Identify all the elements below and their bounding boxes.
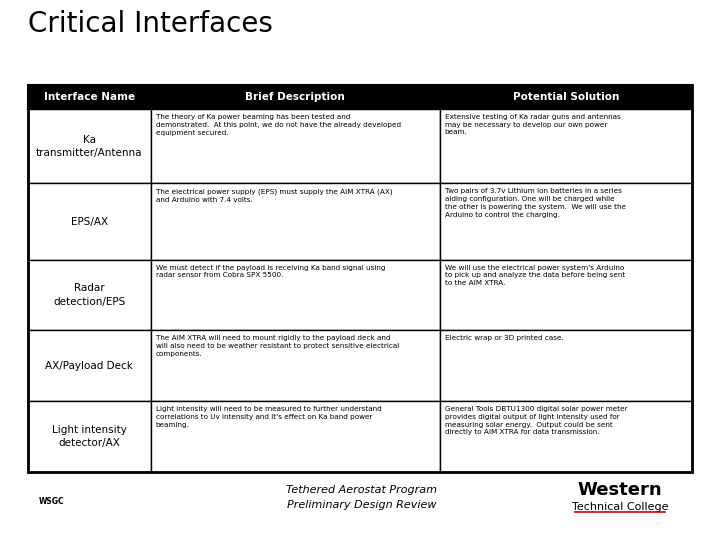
Text: We will use the electrical power system's Arduino
to pick up and analyze the dat: We will use the electrical power system'… — [445, 265, 625, 286]
Text: Ka
transmitter/Antenna: Ka transmitter/Antenna — [36, 134, 143, 158]
Text: Critical Interfaces: Critical Interfaces — [28, 10, 273, 38]
Bar — [151, 330, 440, 401]
Text: Extensive testing of Ka radar guns and antennas
may be necessary to develop our : Extensive testing of Ka radar guns and a… — [445, 114, 621, 136]
Bar — [440, 260, 692, 330]
Bar — [28, 260, 151, 330]
Bar — [28, 184, 151, 260]
Text: We must detect if the payload is receiving Ka band signal using
radar sensor fro: We must detect if the payload is receivi… — [156, 265, 385, 279]
Text: AX/Payload Deck: AX/Payload Deck — [45, 361, 133, 371]
Text: General Tools DBTU1300 digital solar power meter
provides digital output of ligh: General Tools DBTU1300 digital solar pow… — [445, 406, 627, 435]
Text: The electrical power supply (EPS) must supply the AIM XTRA (AX)
and Arduino with: The electrical power supply (EPS) must s… — [156, 188, 392, 202]
Bar — [440, 184, 692, 260]
Bar — [440, 330, 692, 401]
Bar — [440, 109, 692, 184]
Bar — [28, 85, 692, 109]
Text: Western: Western — [577, 481, 662, 499]
Text: Preliminary Design Review: Preliminary Design Review — [287, 500, 437, 510]
Text: Light intensity
detector/AX: Light intensity detector/AX — [52, 425, 127, 448]
Text: Two pairs of 3.7v Lithium Ion batteries in a series
aiding configuration. One wi: Two pairs of 3.7v Lithium Ion batteries … — [445, 188, 626, 218]
Text: EPS/AX: EPS/AX — [71, 217, 108, 226]
Bar — [28, 109, 151, 184]
Bar — [151, 184, 440, 260]
Bar — [440, 401, 692, 472]
Text: Interface Name: Interface Name — [44, 92, 135, 102]
Text: Potential Solution: Potential Solution — [513, 92, 619, 102]
Text: The AIM XTRA will need to mount rigidly to the payload deck and
will also need t: The AIM XTRA will need to mount rigidly … — [156, 335, 399, 357]
Text: Tethered Aerostat Program: Tethered Aerostat Program — [287, 485, 438, 495]
Bar — [151, 109, 440, 184]
Bar — [151, 260, 440, 330]
Text: WSGC: WSGC — [39, 497, 65, 507]
Bar — [28, 401, 151, 472]
Text: Brief Description: Brief Description — [246, 92, 345, 102]
Text: Technical College: Technical College — [572, 502, 668, 512]
Text: Radar
detection/EPS: Radar detection/EPS — [53, 284, 125, 307]
Bar — [28, 85, 692, 472]
Bar — [28, 330, 151, 401]
Text: Light intensity will need to be measured to further understand
correlations to U: Light intensity will need to be measured… — [156, 406, 382, 428]
Bar — [151, 401, 440, 472]
Text: Electric wrap or 3D printed case.: Electric wrap or 3D printed case. — [445, 335, 564, 341]
Text: The theory of Ka power beaming has been tested and
demonstrated.  At this point,: The theory of Ka power beaming has been … — [156, 114, 401, 136]
